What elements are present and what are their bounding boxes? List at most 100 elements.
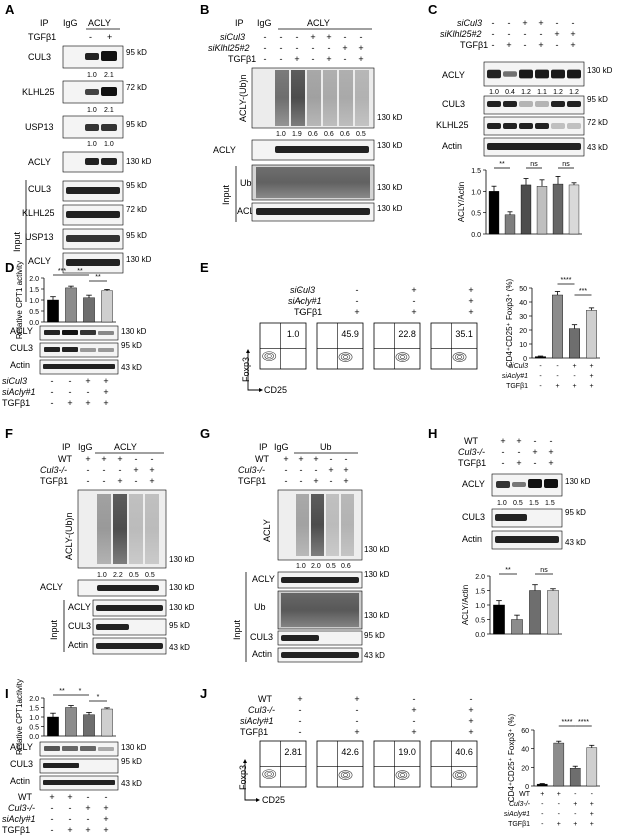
panel-letter-j: J bbox=[200, 686, 207, 701]
condition-sign: - bbox=[264, 43, 267, 53]
kd-marker: 95 kD bbox=[126, 120, 147, 129]
blot-label-cul3: CUL3 bbox=[68, 621, 91, 631]
tgf-label: TGFβ1 bbox=[228, 54, 256, 64]
condition-sign: + bbox=[103, 814, 108, 824]
condition-sign: + bbox=[590, 821, 594, 828]
kd-marker: 43 kD bbox=[121, 779, 142, 788]
bar bbox=[520, 184, 532, 235]
y-tick-label: 40 bbox=[521, 747, 529, 754]
kd-marker: 95 kD bbox=[364, 631, 385, 640]
blot-label-cul3: CUL3 bbox=[250, 632, 273, 642]
condition-sign: - bbox=[69, 387, 72, 397]
kd-marker: 130 kD bbox=[565, 477, 591, 486]
kd-marker: 43 kD bbox=[169, 643, 190, 652]
condition-sign: - bbox=[356, 716, 359, 726]
condition-sign: + bbox=[589, 363, 593, 370]
condition-sign: + bbox=[411, 705, 416, 715]
condition-sign: + bbox=[555, 383, 559, 390]
y-tick-label: 0.0 bbox=[471, 232, 481, 239]
condition-sign: - bbox=[413, 694, 416, 704]
condition-sign: + bbox=[557, 791, 561, 798]
ratio: 1.0 bbox=[489, 89, 499, 96]
blot-band bbox=[535, 69, 549, 79]
y-axis-label: Relative CPT1 activity bbox=[15, 261, 24, 339]
blot-band bbox=[535, 123, 549, 129]
significance-label: ** bbox=[77, 268, 83, 275]
condition-sign: + bbox=[283, 454, 288, 464]
condition-sign: - bbox=[541, 801, 544, 808]
condition-sign: + bbox=[313, 476, 318, 486]
condition-sign: - bbox=[413, 716, 416, 726]
condition-sign: - bbox=[524, 40, 527, 50]
condition-sign: + bbox=[522, 18, 527, 28]
panel-letter-i: I bbox=[5, 686, 9, 701]
panel-e: E siCul3 siAcly#1 TGFβ1 - - + +- - - +- + + + 1.0… bbox=[200, 260, 600, 395]
facs-contour bbox=[343, 355, 349, 359]
kd-marker: 130 kD bbox=[377, 183, 403, 192]
bar bbox=[493, 604, 505, 635]
condition-sign: - bbox=[345, 454, 348, 464]
ratio: 1.0 bbox=[87, 141, 97, 148]
blot-label-cul3: CUL3 bbox=[28, 52, 51, 62]
condition-sign: - bbox=[299, 285, 302, 295]
condition-sign: + bbox=[328, 465, 333, 475]
ip-label: IP bbox=[40, 18, 49, 28]
condition-sign: + bbox=[468, 727, 473, 737]
sicul3-label: siCul3 bbox=[457, 18, 482, 28]
facs-plot bbox=[259, 322, 307, 370]
ratio: 0.6 bbox=[308, 131, 318, 138]
wt-label: WT bbox=[58, 454, 72, 464]
blot-label-ub: Ub bbox=[254, 602, 266, 612]
condition-sign: + bbox=[294, 54, 299, 64]
condition-sign: + bbox=[149, 476, 154, 486]
condition-sign: - bbox=[299, 307, 302, 317]
y-tick-label: 0.5 bbox=[29, 725, 39, 732]
blot-label-acly: ACLY bbox=[462, 479, 485, 489]
condition-sign: + bbox=[103, 803, 108, 813]
blot-label-acly: ACLY bbox=[252, 574, 275, 584]
condition-sign: + bbox=[103, 398, 108, 408]
condition-sign: - bbox=[51, 825, 54, 835]
blot-band bbox=[487, 123, 501, 129]
y-tick-label: 40 bbox=[519, 300, 527, 307]
ratio: 1.0 bbox=[87, 72, 97, 79]
blot-acly bbox=[39, 325, 119, 341]
facs-contour bbox=[266, 772, 272, 776]
kd-marker: 130 kD bbox=[121, 743, 147, 752]
facs-percentage: 35.1 bbox=[455, 329, 473, 339]
y-tick-label: 1.5 bbox=[29, 287, 39, 294]
y-tick-label: 10 bbox=[519, 342, 527, 349]
condition-sign: - bbox=[51, 398, 54, 408]
tgf-label: TGFβ1 bbox=[460, 40, 488, 50]
kd-marker: 130 kD bbox=[169, 583, 195, 592]
panel-i: I 0.00.51.01.52.0** **Relative CPT1activi… bbox=[2, 679, 147, 835]
blot-band bbox=[567, 123, 581, 129]
chart-d: 0.00.51.01.52.0*** ****Relative CPT1 acti… bbox=[15, 261, 116, 339]
siklhl25-label: siKlhl25#2 bbox=[208, 43, 250, 53]
ratio: 0.6 bbox=[340, 131, 350, 138]
kd-marker: 130 kD bbox=[169, 555, 195, 564]
ip-label: IP bbox=[235, 18, 244, 28]
kd-marker: 130 kD bbox=[126, 157, 152, 166]
cul3ko-label: Cul3-/- bbox=[8, 803, 35, 813]
condition-sign: + bbox=[548, 458, 553, 468]
bar bbox=[569, 328, 580, 359]
cul3ko-label: Cul3-/- bbox=[40, 465, 67, 475]
condition-sign: - bbox=[558, 801, 561, 808]
panel-letter-b: B bbox=[200, 2, 209, 17]
blot-label-acly: ACLY bbox=[10, 326, 33, 336]
facs-plot bbox=[430, 740, 478, 788]
condition-sign: + bbox=[590, 801, 594, 808]
ratio: 0.6 bbox=[324, 131, 334, 138]
significance-label: ** bbox=[95, 274, 101, 281]
ratio: 0.5 bbox=[326, 563, 336, 570]
y-tick-label: 0 bbox=[525, 784, 529, 791]
condition-sign: - bbox=[105, 792, 108, 802]
ratio: 0.5 bbox=[129, 572, 139, 579]
bar bbox=[529, 590, 541, 635]
y-tick-label: 2.0 bbox=[29, 696, 39, 703]
condition-sign: - bbox=[591, 791, 594, 798]
blot-band bbox=[567, 101, 581, 107]
tgf-label: TGFβ1 bbox=[458, 458, 486, 468]
